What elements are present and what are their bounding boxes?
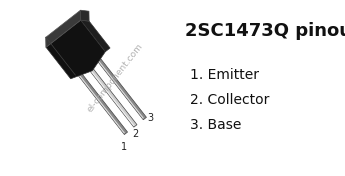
Text: 2: 2 xyxy=(132,129,138,139)
Text: el-component.com: el-component.com xyxy=(85,42,145,114)
Polygon shape xyxy=(78,73,128,134)
Polygon shape xyxy=(89,68,135,126)
Polygon shape xyxy=(97,58,146,120)
Text: 2SC1473Q pinout: 2SC1473Q pinout xyxy=(185,22,345,40)
Polygon shape xyxy=(79,75,125,134)
Text: 1. Emitter: 1. Emitter xyxy=(190,68,259,82)
Text: 3: 3 xyxy=(148,113,154,123)
Text: 2. Collector: 2. Collector xyxy=(190,93,269,107)
Text: 3. Base: 3. Base xyxy=(190,118,242,132)
Polygon shape xyxy=(46,10,81,47)
Text: 1: 1 xyxy=(121,142,127,152)
Polygon shape xyxy=(80,10,89,21)
Polygon shape xyxy=(46,20,105,79)
Polygon shape xyxy=(98,61,144,119)
Polygon shape xyxy=(81,20,110,52)
Polygon shape xyxy=(88,66,137,127)
